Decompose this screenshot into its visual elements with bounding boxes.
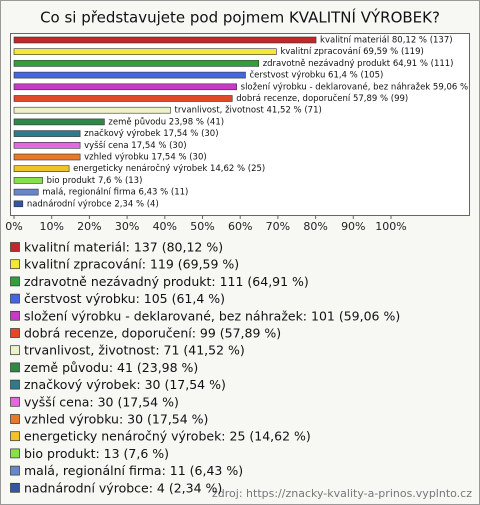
legend-label: kvalitní materiál: 137 (80,12 %) xyxy=(24,240,223,255)
legend-swatch xyxy=(10,362,20,373)
bar-label: složení výrobku - deklarované, bez náhra… xyxy=(241,81,480,92)
legend-label: energeticky nenáročný výrobek: 25 (14,62… xyxy=(24,429,311,444)
legend-label: kvalitní zpracování: 119 (69,59 %) xyxy=(24,257,239,272)
legend-label: země původu: 41 (23,98 %) xyxy=(24,360,198,375)
bar xyxy=(13,106,171,114)
bar xyxy=(13,95,233,102)
bar-label: čerstvost výrobku 61,4 % (105) xyxy=(249,70,383,81)
bar xyxy=(13,153,81,161)
legend-swatch xyxy=(10,396,20,407)
legend-swatch xyxy=(10,293,20,304)
legend-label: vzhled výrobku: 30 (17,54 %) xyxy=(24,412,208,427)
bar-label: malá, regionální firma 6,43 % (11) xyxy=(42,188,188,198)
legend-swatch xyxy=(10,465,20,476)
x-tick-label: 90% xyxy=(341,220,365,233)
legend-label: bio produkt: 13 (7,6 %) xyxy=(24,446,169,461)
legend-swatch xyxy=(10,310,20,321)
bar-label: vyšší cena 17,54 % (30) xyxy=(84,140,186,151)
bar xyxy=(13,48,277,56)
legend-swatch xyxy=(10,431,20,442)
legend-swatch xyxy=(10,259,20,270)
bar-label: nadnárodní výrobce 2,34 % (4) xyxy=(27,199,159,209)
x-tick-label: 20% xyxy=(77,220,101,233)
x-tick-label: 100% xyxy=(375,220,406,233)
legend-label: zdravotně nezávadný produkt: 111 (64,91 … xyxy=(24,274,309,289)
x-tick-label: 40% xyxy=(153,220,177,233)
legend-label: nadnárodní výrobce: 4 (2,34 %) xyxy=(24,480,222,495)
legend-label: vyšší cena: 30 (17,54 %) xyxy=(24,394,179,409)
bar xyxy=(13,36,317,44)
x-tick-label: 80% xyxy=(303,220,327,233)
bars: kvalitní materiál 80,12 % (137)kvalitní … xyxy=(13,36,480,209)
bar-label: značkový výrobek 17,54 % (30) xyxy=(84,128,218,139)
x-tick-label: 10% xyxy=(39,220,63,233)
bar-label: kvalitní materiál 80,12 % (137) xyxy=(320,36,453,46)
bar-label: země původu 23,98 % (41) xyxy=(108,116,224,127)
bar xyxy=(13,130,81,137)
legend-label: trvanlivost, životnost: 71 (41,52 %) xyxy=(24,343,245,358)
bar xyxy=(13,118,105,126)
legend-swatch xyxy=(10,379,20,390)
bar xyxy=(13,165,70,172)
legend-label: čerstvost výrobku: 105 (61,4 %) xyxy=(24,291,225,306)
bar-label: bio produkt 7,6 % (13) xyxy=(47,176,143,186)
legend-label: dobrá recenze, doporučení: 99 (57,89 %) xyxy=(24,326,281,341)
bar xyxy=(13,188,39,196)
x-tick-label: 30% xyxy=(115,220,139,233)
bar-label: trvanlivost, životnost 41,52 % (71) xyxy=(175,106,322,116)
bar-label: energeticky nenáročný výrobek 14,62 % (2… xyxy=(73,163,265,174)
x-tick-label: 50% xyxy=(190,220,214,233)
legend-swatch xyxy=(10,345,20,356)
bar xyxy=(13,177,43,184)
bar-label: zdravotně nezávadný produkt 64,91 % (111… xyxy=(263,59,454,69)
bar-label: kvalitní zpracování 69,59 % (119) xyxy=(280,47,423,57)
legend-label: značkový výrobek: 30 (17,54 %) xyxy=(24,377,226,392)
bar xyxy=(13,60,260,67)
bar xyxy=(13,142,81,149)
legend-label: malá, regionální firma: 11 (6,43 %) xyxy=(24,463,243,478)
bar xyxy=(13,71,246,79)
bar-label: vzhled výrobku 17,54 % (30) xyxy=(84,153,207,163)
legend-label: složení výrobku - deklarované, bez náhra… xyxy=(24,308,400,323)
legend-swatch xyxy=(10,414,20,424)
legend-swatch xyxy=(10,242,20,252)
legend-swatch xyxy=(10,276,20,287)
x-tick-label: 70% xyxy=(266,220,290,233)
chart-title: Co si představujete pod pojmem KVALITNÍ … xyxy=(40,8,440,27)
x-tick-label: 0% xyxy=(5,220,22,233)
legend-swatch xyxy=(10,448,20,459)
bar xyxy=(13,200,24,208)
legend-swatch xyxy=(10,482,20,493)
bar xyxy=(13,83,237,91)
x-tick-label: 60% xyxy=(228,220,252,233)
source: zdroj: https://znacky-kvality-a-prinos.v… xyxy=(212,487,472,500)
legend-swatch xyxy=(10,328,20,338)
bar-label: dobrá recenze, doporučení 57,89 % (99) xyxy=(236,93,408,104)
